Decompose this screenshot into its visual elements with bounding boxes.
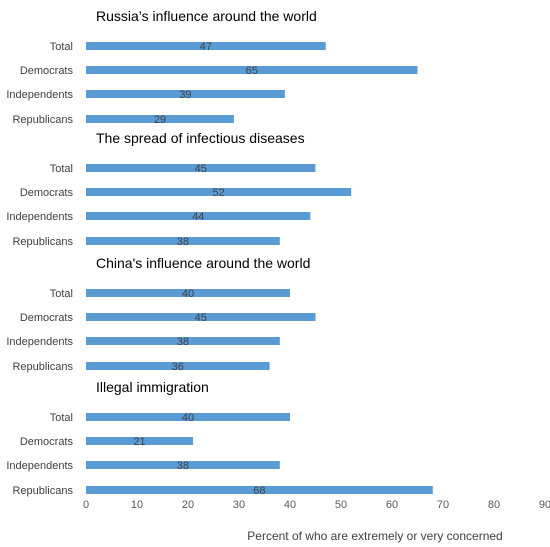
bar <box>86 42 326 50</box>
data-label: 38 <box>177 336 189 348</box>
bar <box>86 337 280 345</box>
group-title: Illegal immigration <box>96 379 209 395</box>
data-label: 29 <box>154 114 166 126</box>
data-label: 68 <box>253 485 265 497</box>
bar <box>86 413 290 421</box>
x-tick-label: 20 <box>182 499 194 511</box>
bar-group: Illegal immigration Total 40 Democrats 21 Ind… <box>6 379 433 497</box>
category-label: Total <box>50 163 73 175</box>
category-label: Total <box>50 41 73 53</box>
data-label: 47 <box>200 41 212 53</box>
x-tick-label: 50 <box>335 499 347 511</box>
category-label: Republicans <box>12 114 73 126</box>
x-axis: 0 10 20 30 40 50 60 70 80 90 <box>83 499 550 511</box>
bar <box>86 486 433 494</box>
x-tick-label: 30 <box>233 499 245 511</box>
data-label: 45 <box>195 312 207 324</box>
data-label: 65 <box>246 65 258 77</box>
x-tick-label: 10 <box>131 499 143 511</box>
data-label: 52 <box>212 187 224 199</box>
category-label: Republicans <box>12 236 73 248</box>
category-label: Total <box>50 288 73 300</box>
category-label: Independents <box>6 460 73 472</box>
bar <box>86 115 234 123</box>
bar <box>86 164 316 172</box>
x-axis-title: Percent of who are extremely or very con… <box>247 529 502 543</box>
bar <box>86 90 285 98</box>
x-tick-label: 70 <box>437 499 449 511</box>
category-label: Democrats <box>20 436 74 448</box>
bar <box>86 461 280 469</box>
data-label: 39 <box>179 89 191 101</box>
data-label: 38 <box>177 236 189 248</box>
category-label: Democrats <box>20 187 74 199</box>
category-label: Independents <box>6 89 73 101</box>
group-title: Russia’s influence around the world <box>96 8 317 24</box>
bar <box>86 66 418 74</box>
category-label: Democrats <box>20 65 74 77</box>
x-tick-label: 40 <box>284 499 296 511</box>
data-label: 44 <box>192 211 204 223</box>
category-label: Republicans <box>12 361 73 373</box>
bar <box>86 313 316 321</box>
category-label: Republicans <box>12 485 73 497</box>
category-label: Independents <box>6 336 73 348</box>
group-title: The spread of infectious diseases <box>96 130 305 146</box>
bar <box>86 289 290 297</box>
bar-group: Russia’s influence around the world Total… <box>6 8 418 126</box>
category-label: Total <box>50 412 73 424</box>
bar-group: China's influence around the world Total 4… <box>6 255 316 373</box>
bar <box>86 437 194 445</box>
group-title: China's influence around the world <box>96 255 310 271</box>
data-label: 40 <box>182 412 194 424</box>
x-tick-label: 90 <box>539 499 550 511</box>
bar <box>86 362 270 370</box>
bar <box>86 237 280 245</box>
bar <box>86 188 352 196</box>
x-tick-label: 80 <box>488 499 500 511</box>
data-label: 21 <box>133 436 145 448</box>
category-label: Democrats <box>20 312 74 324</box>
bar-group: The spread of infectious diseases Total 45… <box>6 130 352 248</box>
x-tick-label: 60 <box>386 499 398 511</box>
plot-area: Russia’s influence around the world Total… <box>6 8 433 497</box>
data-label: 38 <box>177 460 189 472</box>
data-label: 40 <box>182 288 194 300</box>
bar <box>86 212 311 220</box>
data-label: 36 <box>172 361 184 373</box>
data-label: 45 <box>195 163 207 175</box>
x-tick-label: 0 <box>83 499 89 511</box>
category-label: Independents <box>6 211 73 223</box>
